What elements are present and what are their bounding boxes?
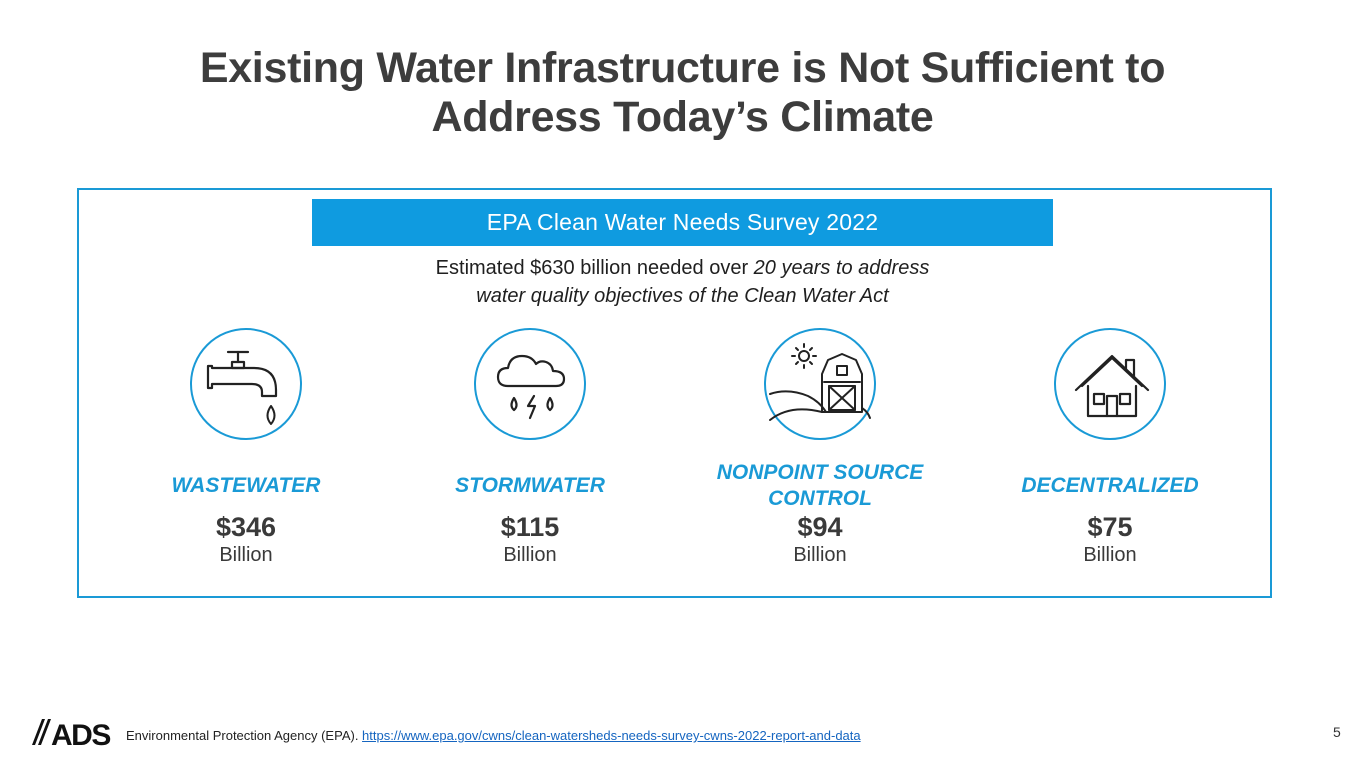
survey-subtitle: Estimated $630 billion needed over 20 ye… xyxy=(0,254,1365,310)
category-unit: Billion xyxy=(1083,544,1137,566)
storm-cloud-icon xyxy=(474,328,586,440)
category-label: STORMWATER xyxy=(455,474,605,497)
survey-banner: EPA Clean Water Needs Survey 2022 xyxy=(312,199,1053,246)
category-unit: Billion xyxy=(503,544,557,566)
category-wastewater: WASTEWATER $346 Billion xyxy=(116,328,376,568)
title-line-2: Address Today’s Climate xyxy=(431,93,934,141)
house-icon xyxy=(1054,328,1166,440)
ads-logo: ADS xyxy=(32,719,112,747)
category-stormwater: STORMWATER $115 Billion xyxy=(400,328,660,568)
category-unit: Billion xyxy=(793,544,847,566)
category-nonpoint-source-control: NONPOINT SOURCE CONTROL $94 Billion xyxy=(690,328,950,568)
category-label: NONPOINT SOURCE CONTROL xyxy=(716,461,924,510)
category-amount: $115 xyxy=(500,512,560,542)
subtitle-italic-1: 20 years to address xyxy=(753,257,930,279)
source-citation: Environmental Protection Agency (EPA). h… xyxy=(126,728,861,743)
category-amount: $346 xyxy=(215,512,277,542)
category-label: WASTEWATER xyxy=(171,474,321,497)
title-line-1: Existing Water Infrastructure is Not Suf… xyxy=(199,44,1166,92)
category-amount: $94 xyxy=(797,512,843,542)
category-unit: Billion xyxy=(219,544,273,566)
content-frame xyxy=(77,188,1272,598)
subtitle-plain: Estimated $630 billion needed over xyxy=(435,257,754,279)
source-text: Environmental Protection Agency (EPA). xyxy=(126,728,363,743)
barn-icon xyxy=(764,328,876,440)
category-label: DECENTRALIZED xyxy=(1021,474,1199,497)
category-decentralized: DECENTRALIZED $75 Billion xyxy=(980,328,1240,568)
faucet-icon xyxy=(190,328,302,440)
ads-logo-text: ADS xyxy=(51,719,110,747)
source-link[interactable]: https://www.epa.gov/cwns/clean-watershed… xyxy=(362,728,861,743)
category-amount: $75 xyxy=(1087,512,1133,542)
page-number: 5 xyxy=(1333,724,1341,740)
subtitle-italic-2: water quality objectives of the Clean Wa… xyxy=(476,285,889,307)
page-title: Existing Water Infrastructure is Not Suf… xyxy=(0,44,1365,142)
